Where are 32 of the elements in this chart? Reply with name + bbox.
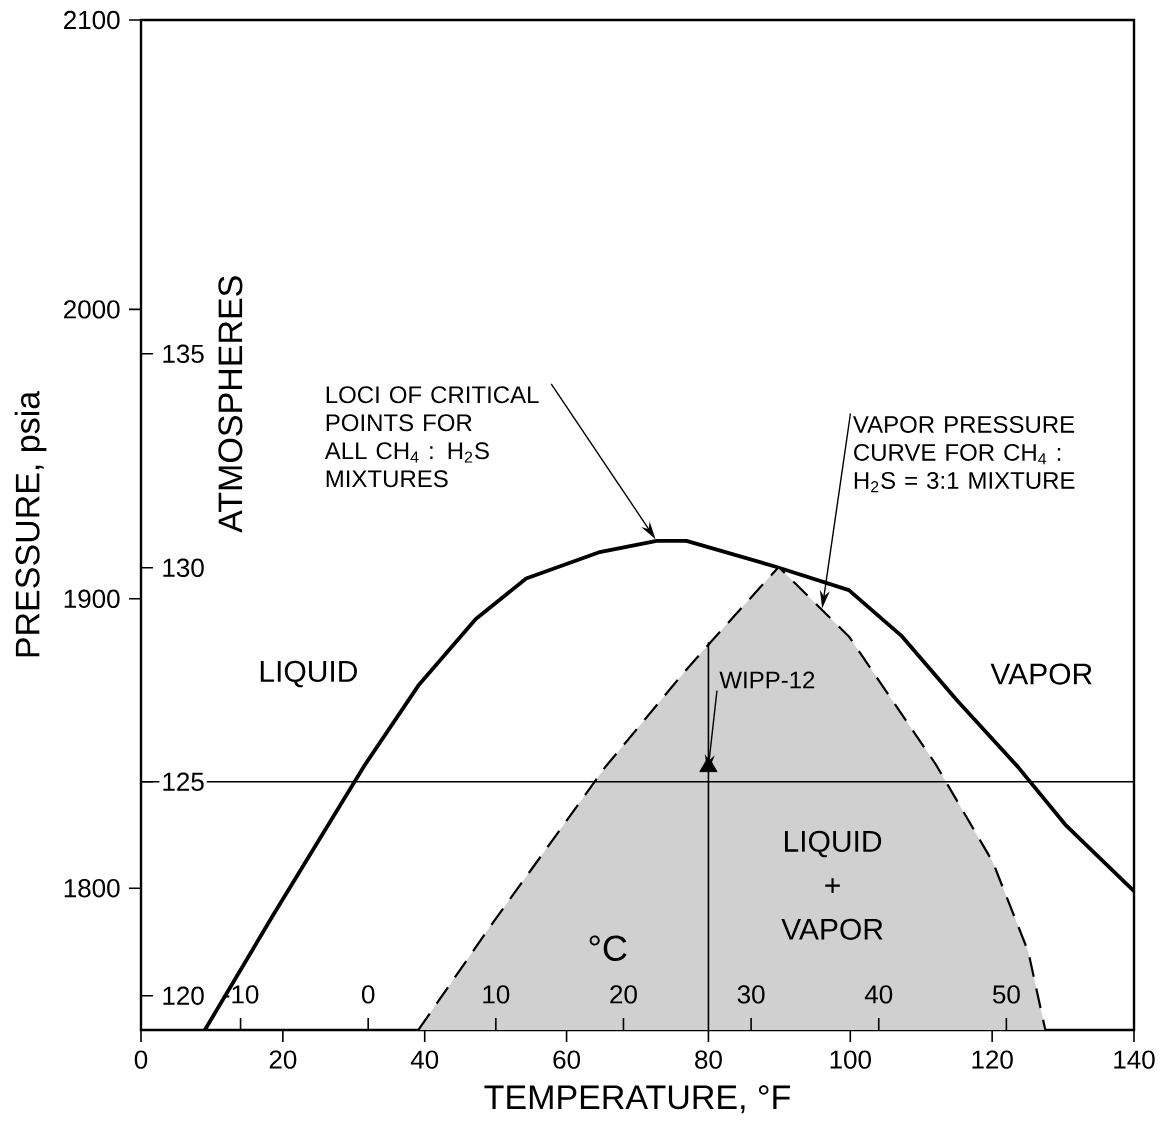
- y-tick-label: 1900: [64, 589, 120, 608]
- x-tick-label: 20: [269, 1050, 297, 1069]
- y2-axis-title: ATMOSPHERES: [218, 276, 243, 533]
- annotation: WIPP-12: [719, 671, 815, 689]
- x-axis-title: TEMPERATURE, °F: [484, 1085, 790, 1114]
- x-tick-label: 100: [830, 1050, 871, 1069]
- x-tick-label: 0: [134, 1050, 148, 1069]
- x2-axis-title: °C: [589, 935, 627, 961]
- x2-tick-label: 20: [610, 985, 637, 1004]
- y2-tick-label: 130: [163, 558, 204, 577]
- x2-tick-label: 10: [483, 985, 510, 1004]
- annotation: LIQUID: [260, 660, 357, 688]
- x2-tick-label: 50: [992, 985, 1020, 1004]
- x-tick-label: 140: [1114, 1050, 1155, 1069]
- x-tick-label: 40: [410, 1050, 439, 1069]
- x-tick-label: 80: [695, 1050, 722, 1069]
- x2-tick-label: 40: [864, 985, 893, 1004]
- y2-tick-label: 125: [163, 772, 204, 791]
- y-axis-title: PRESSURE, psia: [14, 390, 47, 657]
- annotation: VAPOR: [990, 663, 1092, 685]
- y-tick-label: 2000: [64, 300, 120, 319]
- y2-tick-label: 120: [163, 986, 204, 1005]
- x-tick-label: 60: [553, 1050, 581, 1069]
- text: VAPOR PRESSURE CURVE FOR CH$_{4}$ : H$_{2}$S = 3:1 MIXTURE: [852, 415, 1075, 493]
- text: LOCI OF CRITICAL POINTS FOR ALL CH$_{4}$ : H$_{2}$S MIXTURES: [324, 386, 539, 488]
- x2-tick-label: 30: [737, 985, 765, 1004]
- y-tick-label: 2100: [64, 10, 120, 30]
- y-tick-label: 1800: [64, 878, 120, 898]
- annotation: LIQUID + VAPOR: [781, 830, 883, 940]
- y2-tick-label: 135: [163, 344, 204, 364]
- x-tick-label: 120: [972, 1050, 1013, 1069]
- x2-tick-label: 0: [361, 985, 375, 1004]
